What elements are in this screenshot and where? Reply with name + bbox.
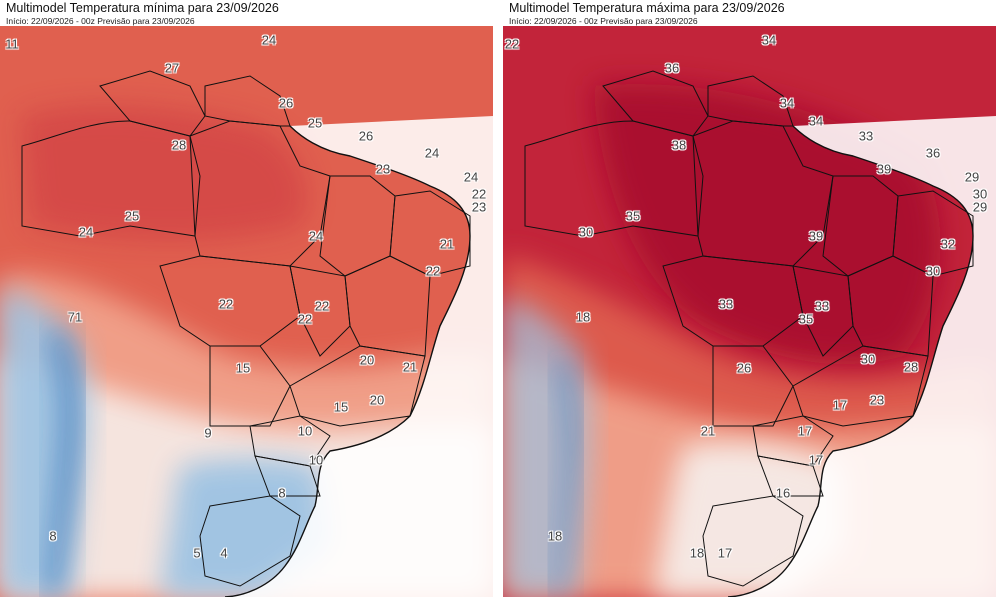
state-border: [209, 345, 291, 427]
temperature-label: 22: [504, 36, 520, 52]
temperature-label: 25: [307, 115, 323, 131]
ocean-area: [225, 116, 493, 597]
temperature-label: 18: [689, 545, 705, 561]
temperature-label: 20: [369, 392, 385, 408]
state-border: [702, 495, 804, 587]
temperature-label: 32: [940, 236, 956, 252]
panel-subtitle: Início: 22/09/2026 - 00z Previsão para 2…: [509, 16, 698, 26]
panel-subtitle: Início: 22/09/2026 - 00z Previsão para 2…: [6, 16, 195, 26]
temperature-label: 18: [575, 309, 591, 325]
temperature-label: 30: [578, 224, 594, 240]
temperature-label: 21: [439, 236, 455, 252]
temperature-zone: [46, 326, 80, 597]
temperature-label: 17: [808, 452, 824, 468]
state-border: [204, 75, 291, 127]
state-border: [249, 415, 331, 467]
temperature-label: 26: [736, 360, 752, 376]
temperature-label: 11: [5, 36, 19, 52]
temperature-label: 22: [218, 296, 234, 312]
temperature-label: 28: [903, 359, 919, 375]
temperature-label: 23: [375, 161, 391, 177]
temperature-field: [0, 26, 493, 597]
temperature-label: 10: [297, 423, 313, 439]
temperature-label: 5: [193, 545, 201, 561]
panel-title: Multimodel Temperatura mínima para 23/09…: [6, 1, 279, 15]
state-border: [712, 345, 794, 427]
state-border: [254, 455, 321, 497]
temperature-label: 33: [718, 296, 734, 312]
state-border: [289, 265, 351, 357]
temperature-label: 22: [297, 311, 313, 327]
state-border: [199, 495, 301, 587]
temperature-zone: [20, 105, 308, 241]
temperature-label: 17: [717, 545, 733, 561]
temperature-label: 25: [124, 208, 140, 224]
temperature-label: 23: [471, 199, 487, 215]
state-border: [707, 75, 794, 127]
temperature-label: 39: [876, 161, 892, 177]
ocean-area: [728, 116, 996, 597]
min-temperature-map: 11 24 27 26 25 26 28 24 23 24 22 23 25 24 24 21 22 71 22 22…: [0, 26, 493, 597]
temperature-label: 24: [424, 145, 440, 161]
temperature-label: 20: [359, 352, 375, 368]
temperature-label: 29: [972, 199, 988, 215]
temperature-label: 15: [333, 399, 349, 415]
temperature-label: 29: [964, 169, 980, 185]
temperature-label: 30: [972, 186, 988, 202]
temperature-label: 15: [235, 360, 251, 376]
temperature-label: 33: [814, 298, 830, 314]
temperature-label: 24: [261, 32, 277, 48]
temperature-label: 18: [547, 528, 563, 544]
temperature-label: 10: [308, 452, 324, 468]
temperature-label: 36: [925, 145, 941, 161]
panel-title: Multimodel Temperatura máxima para 23/09…: [509, 1, 785, 15]
state-border: [524, 120, 704, 237]
temperature-label: 23: [869, 392, 885, 408]
temperature-label: 27: [164, 60, 180, 76]
state-border: [662, 255, 804, 347]
state-border: [159, 255, 301, 347]
temperature-label: 9: [204, 425, 212, 441]
temperature-label: 24: [78, 224, 94, 240]
temperature-label: 22: [425, 263, 441, 279]
temperature-field: [503, 26, 996, 597]
temperature-label: 26: [278, 95, 294, 111]
coastline: [224, 125, 471, 597]
temperature-label: 34: [761, 32, 777, 48]
state-border: [21, 120, 201, 237]
max-temperature-map: 22 34 36 34 34 33 38 36 39 29 30 29 35 30 39 32 30 18 33 33…: [503, 26, 996, 597]
state-border: [752, 415, 834, 467]
temperature-label: 8: [49, 528, 57, 544]
temperature-label: 16: [775, 485, 791, 501]
temperature-label: 24: [463, 169, 479, 185]
temperature-label: 28: [171, 137, 187, 153]
temperature-label: 8: [278, 485, 286, 501]
temperature-label: 35: [625, 208, 641, 224]
min-temperature-panel: Multimodel Temperatura mínima para 23/09…: [0, 0, 493, 597]
temperature-label: 26: [358, 128, 374, 144]
temperature-label: 71: [67, 309, 83, 325]
temperature-label: 22: [471, 186, 487, 202]
temperature-label: 22: [314, 298, 330, 314]
state-border: [792, 265, 854, 357]
state-border: [757, 455, 824, 497]
temperature-label: 30: [925, 263, 941, 279]
temperature-label: 35: [798, 311, 814, 327]
temperature-label: 33: [858, 128, 874, 144]
temperature-label: 17: [832, 397, 848, 413]
temperature-label: 24: [308, 228, 324, 244]
temperature-label: 39: [808, 228, 824, 244]
temperature-label: 38: [671, 137, 687, 153]
temperature-label: 21: [402, 359, 418, 375]
temperature-label: 30: [860, 351, 876, 367]
temperature-label: 34: [779, 95, 795, 111]
temperature-label: 4: [220, 545, 228, 561]
temperature-label: 36: [664, 60, 680, 76]
temperature-label: 21: [700, 423, 716, 439]
coastline: [727, 125, 974, 597]
temperature-zone: [553, 356, 579, 597]
temperature-label: 34: [808, 113, 824, 129]
max-temperature-panel: Multimodel Temperatura máxima para 23/09…: [503, 0, 996, 597]
temperature-label: 17: [797, 423, 813, 439]
